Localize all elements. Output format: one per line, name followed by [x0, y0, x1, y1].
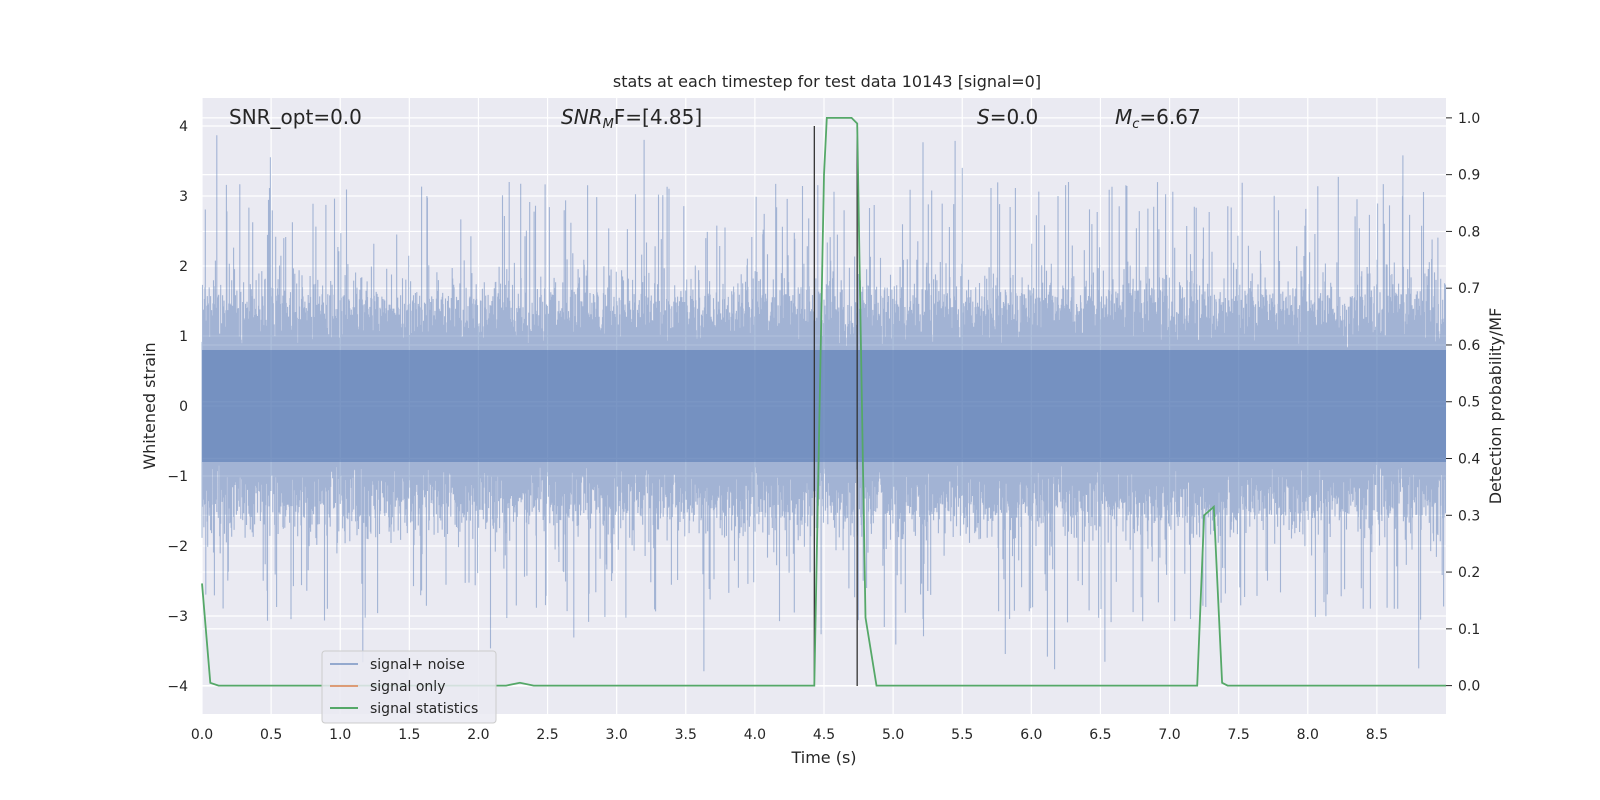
legend-label-signal-noise: signal+ noise [370, 657, 465, 673]
y-right-tick-label: 0.5 [1458, 395, 1480, 411]
x-tick-label: 3.5 [675, 727, 697, 743]
x-ticks: 0.0 0.5 1.0 1.5 2.0 2.5 3.0 3.5 4.0 4.5 5.0 5.5 6.0 6… [191, 727, 1388, 743]
y-left-tick-label: 4 [179, 119, 188, 135]
x-tick-label: 7.0 [1158, 727, 1180, 743]
x-tick-label: 4.5 [813, 727, 835, 743]
y-right-ticks: 0.0 0.1 0.2 0.3 0.4 0.5 0.6 0.7 0.8 0.9 1.0 [1446, 111, 1480, 695]
annotation-snr-mf: SNRMF=[4.85] [561, 105, 702, 132]
annotation-mc-sub: c [1132, 117, 1139, 132]
annotation-snr-mf-rest: F=[4.85] [614, 105, 702, 129]
y-left-tick-label: 0 [179, 399, 188, 415]
x-tick-label: 6.5 [1089, 727, 1111, 743]
x-tick-label: 2.0 [467, 727, 489, 743]
y-left-tick-label: 2 [179, 259, 188, 275]
x-tick-label: 6.0 [1020, 727, 1042, 743]
legend: signal+ noise signal only signal statist… [321, 650, 497, 724]
x-tick-label: 0.0 [191, 727, 213, 743]
annotation-snr-mf-sub: M [603, 117, 614, 132]
y-right-tick-label: 0.1 [1458, 622, 1480, 638]
noise-spikes [201, 135, 1447, 672]
signal-statistics-line [201, 117, 1446, 687]
y-left-tick-label: −4 [167, 679, 188, 695]
y-left-ticks: −4 −3 −2 −1 0 1 2 3 4 [167, 119, 188, 695]
legend-box [321, 650, 497, 724]
x-tick-label: 8.5 [1366, 727, 1388, 743]
x-axis-label: Time (s) [790, 748, 856, 767]
signal-statistics-trace [201, 117, 1446, 687]
x-tick-label: 1.5 [398, 727, 420, 743]
y-left-tick-label: −3 [167, 609, 188, 625]
y-right-tick-label: 0.7 [1458, 281, 1480, 297]
y-right-tick-label: 0.6 [1458, 338, 1480, 354]
annotation-mc-rest: =6.67 [1139, 105, 1200, 129]
vertical-markers [813, 126, 858, 686]
legend-label-signal-only: signal only [370, 679, 445, 695]
y-left-tick-label: 1 [179, 329, 188, 345]
y-right-tick-label: 0.4 [1458, 452, 1480, 468]
y-right-tick-label: 0.8 [1458, 224, 1480, 240]
annotation-snr-mf-base: SNR [561, 105, 603, 129]
y-left-tick-label: −2 [167, 539, 188, 555]
y-axis-right-label: Detection probability/MF [1486, 308, 1505, 505]
annotation-mc: Mc=6.67 [1115, 105, 1201, 132]
chart-title: stats at each timestep for test data 101… [613, 72, 1041, 91]
x-tick-label: 3.0 [606, 727, 628, 743]
signal-noise-trace [201, 135, 1447, 672]
x-tick-label: 7.5 [1228, 727, 1250, 743]
x-tick-label: 8.0 [1297, 727, 1319, 743]
x-tick-label: 5.0 [882, 727, 904, 743]
annotation-mc-base: M [1115, 105, 1132, 129]
annotation-s: S=0.0 [977, 105, 1038, 129]
annotation-s-base: S [977, 105, 990, 129]
legend-label-signal-statistics: signal statistics [370, 701, 478, 717]
y-right-tick-label: 0.2 [1458, 565, 1480, 581]
y-right-tick-label: 0.9 [1458, 168, 1480, 184]
x-tick-label: 5.5 [951, 727, 973, 743]
y-axis-left-label: Whitened strain [140, 342, 159, 469]
y-right-tick-label: 1.0 [1458, 111, 1480, 127]
y-right-tick-label: 0.3 [1458, 508, 1480, 524]
y-right-tick-label: 0.0 [1458, 679, 1480, 695]
x-tick-label: 4.0 [744, 727, 766, 743]
x-tick-label: 1.0 [329, 727, 351, 743]
x-tick-label: 2.5 [536, 727, 558, 743]
x-tick-label: 0.5 [260, 727, 282, 743]
y-left-tick-label: 3 [179, 189, 188, 205]
noise-core-band [202, 350, 1446, 462]
annotation-s-rest: =0.0 [990, 105, 1039, 129]
annotation-snr-opt: SNR_opt=0.0 [229, 105, 362, 129]
y-left-tick-label: −1 [167, 469, 188, 485]
